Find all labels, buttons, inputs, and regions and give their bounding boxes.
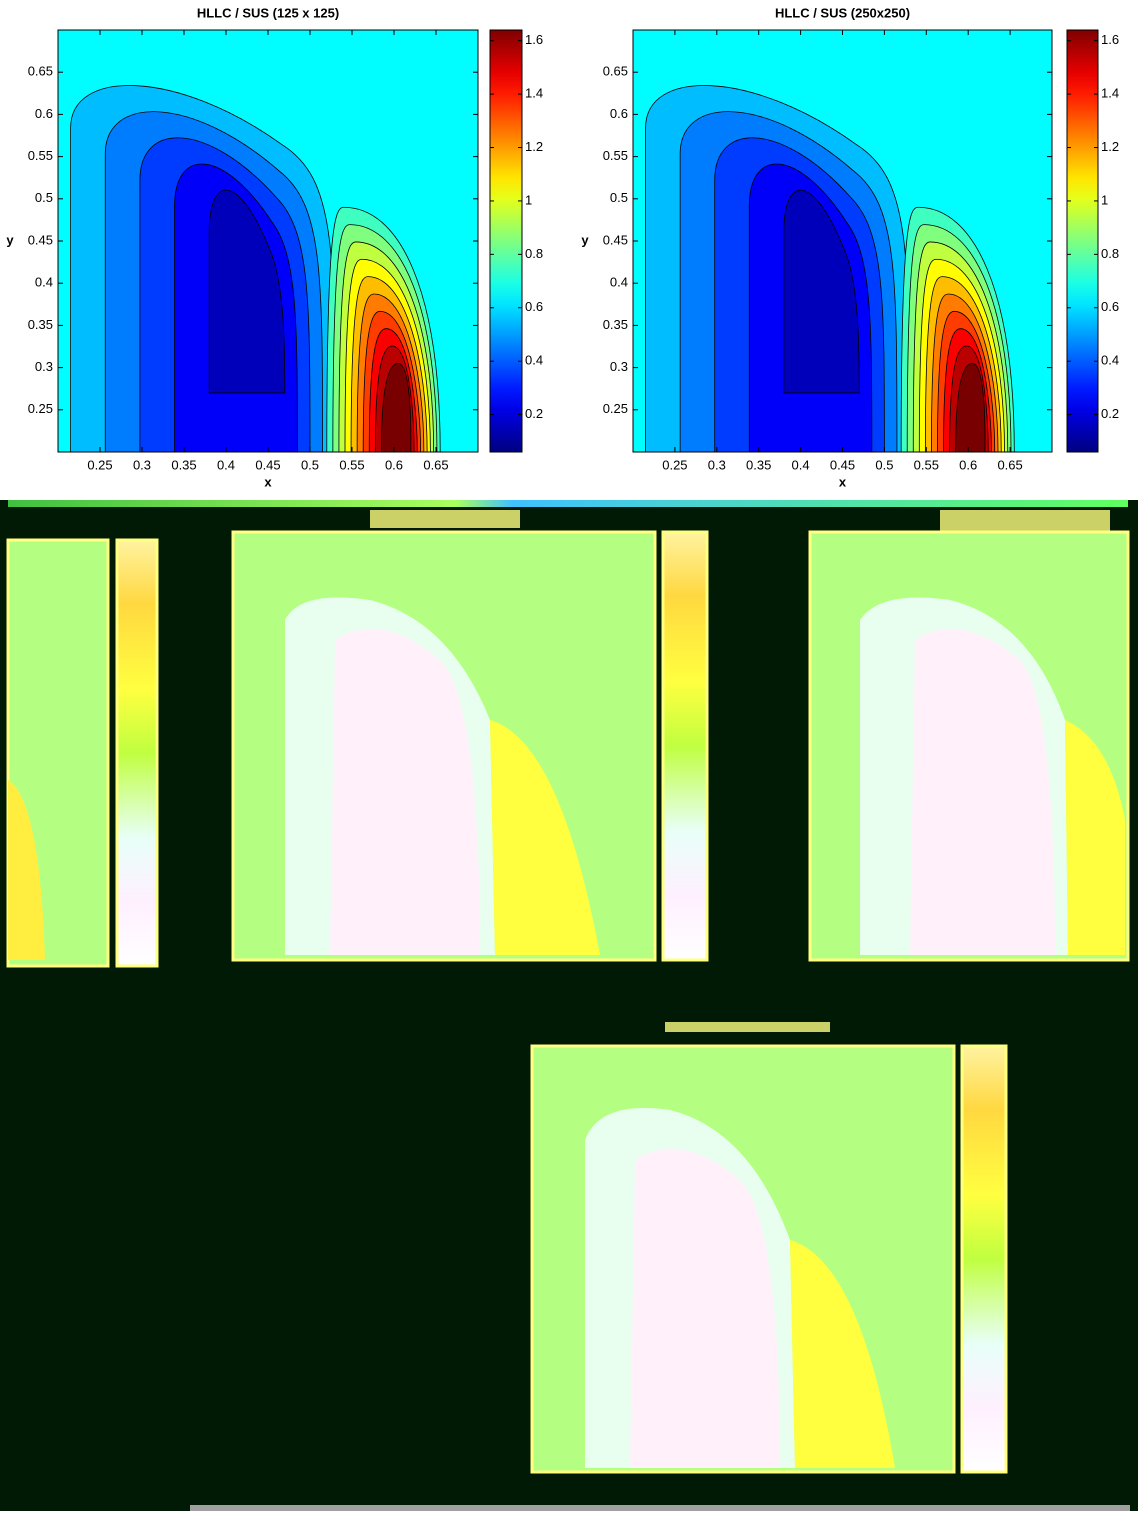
colorbar-tick-label: 0.6 bbox=[525, 299, 543, 314]
strip bbox=[960, 1044, 1008, 1474]
blob bbox=[630, 1148, 780, 1468]
colorbar-tick-label: 0.8 bbox=[1101, 246, 1119, 261]
blob bbox=[910, 628, 1055, 955]
y-tick-label: 0.65 bbox=[28, 64, 53, 79]
y-tick-label: 0.55 bbox=[28, 148, 53, 163]
strip bbox=[190, 1505, 1130, 1511]
noise bbox=[370, 510, 520, 528]
y-tick-label: 0.25 bbox=[603, 401, 628, 416]
y-tick-label: 0.55 bbox=[603, 148, 628, 163]
y-tick-label: 0.6 bbox=[35, 106, 53, 121]
x-tick-label: 0.55 bbox=[339, 457, 364, 472]
colorbar-tick-label: 1.4 bbox=[525, 86, 543, 101]
colorbar-tick-label: 1.2 bbox=[1101, 139, 1119, 154]
colorbar-tick-label: 0.6 bbox=[1101, 299, 1119, 314]
noise bbox=[940, 510, 1110, 532]
chart-title: HLLC / SUS (250x250) bbox=[775, 5, 910, 20]
y-tick-label: 0.4 bbox=[610, 275, 628, 290]
y-tick-label: 0.35 bbox=[603, 317, 628, 332]
colorbar-tick-label: 1 bbox=[525, 192, 532, 207]
y-tick-label: 0.45 bbox=[603, 232, 628, 247]
y-axis-label: y bbox=[581, 232, 589, 247]
chart-title: HLLC / SUS (125 x 125) bbox=[197, 5, 339, 20]
contour-level bbox=[208, 189, 286, 394]
chart: 0.25 0.3 0.35 0.4 0.45 0.5 0.55 0.6 0.65 0.25 0.3 0… bbox=[6, 5, 543, 489]
x-tick-label: 0.55 bbox=[914, 457, 939, 472]
contours bbox=[70, 85, 441, 452]
blob bbox=[790, 1240, 895, 1468]
x-tick-label: 0.6 bbox=[959, 457, 977, 472]
x-tick-label: 0.65 bbox=[997, 457, 1022, 472]
corrupted-render bbox=[0, 500, 1138, 1511]
colorbar-tick-label: 0.2 bbox=[525, 406, 543, 421]
colorbar-tick-label: 0.2 bbox=[1101, 406, 1119, 421]
strip bbox=[661, 530, 709, 962]
y-tick-label: 0.3 bbox=[35, 359, 53, 374]
x-tick-label: 0.5 bbox=[301, 457, 319, 472]
contour-level bbox=[955, 362, 986, 452]
blob bbox=[490, 720, 600, 955]
x-tick-label: 0.45 bbox=[255, 457, 280, 472]
y-tick-label: 0.6 bbox=[610, 106, 628, 121]
chart: 0.25 0.3 0.35 0.4 0.45 0.5 0.55 0.6 0.65 0.25 0.3 0… bbox=[581, 5, 1119, 489]
x-tick-label: 0.3 bbox=[708, 457, 726, 472]
y-tick-label: 0.5 bbox=[35, 190, 53, 205]
y-tick-label: 0.3 bbox=[610, 359, 628, 374]
blob bbox=[1065, 720, 1125, 955]
colorbar-tick-label: 1.6 bbox=[1101, 32, 1119, 47]
x-axis-label: x bbox=[839, 474, 847, 489]
x-tick-label: 0.35 bbox=[171, 457, 196, 472]
colorbar-tick-label: 1.4 bbox=[1101, 86, 1119, 101]
y-axis-label: y bbox=[6, 232, 14, 247]
colorbar-tick-label: 1 bbox=[1101, 192, 1108, 207]
colorbar bbox=[489, 29, 523, 453]
colorbar-tick-label: 0.4 bbox=[525, 353, 543, 368]
noise bbox=[665, 1022, 830, 1032]
x-tick-label: 0.35 bbox=[746, 457, 771, 472]
y-tick-label: 0.45 bbox=[28, 232, 53, 247]
y-tick-label: 0.5 bbox=[610, 190, 628, 205]
x-tick-label: 0.4 bbox=[217, 457, 235, 472]
panel bbox=[6, 538, 159, 968]
panel bbox=[530, 1044, 1008, 1474]
colorbar-tick-label: 1.2 bbox=[525, 139, 543, 154]
y-tick-label: 0.35 bbox=[28, 317, 53, 332]
panel bbox=[231, 530, 709, 962]
contour-level bbox=[380, 362, 412, 452]
panel bbox=[808, 530, 1130, 962]
colorbar-tick-label: 0.8 bbox=[525, 246, 543, 261]
strip bbox=[8, 500, 1128, 507]
strip bbox=[115, 538, 159, 968]
charts: 0.25 0.3 0.35 0.4 0.45 0.5 0.55 0.6 0.65 0.25 0.3 0… bbox=[6, 5, 1119, 489]
x-tick-label: 0.65 bbox=[423, 457, 448, 472]
blob bbox=[8, 780, 45, 960]
x-tick-label: 0.6 bbox=[385, 457, 403, 472]
x-tick-label: 0.25 bbox=[87, 457, 112, 472]
contours bbox=[645, 85, 1015, 452]
x-tick-label: 0.5 bbox=[875, 457, 893, 472]
x-tick-label: 0.3 bbox=[133, 457, 151, 472]
x-tick-label: 0.4 bbox=[792, 457, 810, 472]
colorbar-tick-label: 0.4 bbox=[1101, 353, 1119, 368]
x-tick-label: 0.45 bbox=[830, 457, 855, 472]
y-tick-label: 0.65 bbox=[603, 64, 628, 79]
colorbar-tick-label: 1.6 bbox=[525, 32, 543, 47]
contour-level bbox=[783, 189, 860, 394]
blob bbox=[330, 628, 480, 955]
x-axis-label: x bbox=[264, 474, 272, 489]
y-tick-label: 0.25 bbox=[28, 401, 53, 416]
y-tick-label: 0.4 bbox=[35, 275, 53, 290]
x-tick-label: 0.25 bbox=[662, 457, 687, 472]
colorbar bbox=[1066, 29, 1099, 453]
